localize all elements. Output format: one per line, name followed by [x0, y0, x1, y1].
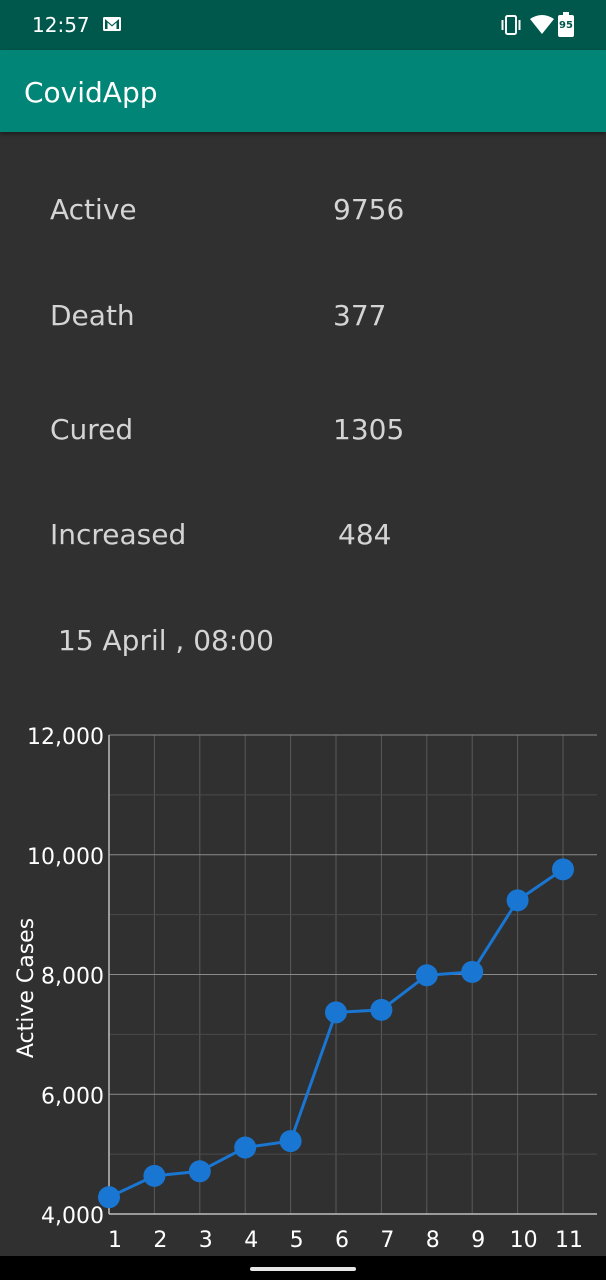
- y-tick-label: 6,000: [41, 1084, 104, 1109]
- wifi-icon: [530, 14, 554, 41]
- data-point: [370, 998, 393, 1021]
- x-tick-label: 5: [290, 1228, 304, 1253]
- data-point: [325, 1001, 347, 1024]
- data-point: [279, 1130, 302, 1153]
- navigation-bar: [0, 1256, 606, 1280]
- stat-label-increased: Increased: [50, 518, 187, 551]
- chart-labels: 4,000 6,000 8,000 10,000 12,000 1 2 3 4 5 6 7 8 9 10 11…: [14, 725, 583, 1253]
- chart-series: [98, 858, 574, 1209]
- last-updated: 15 April , 08:00: [58, 624, 274, 657]
- stat-value-active: 9756: [333, 193, 405, 226]
- status-time: 12:57: [32, 13, 90, 37]
- x-tick-label: 2: [153, 1228, 167, 1253]
- data-point: [98, 1186, 120, 1209]
- x-tick-label: 7: [380, 1228, 394, 1253]
- y-axis-title: Active Cases: [14, 918, 39, 1058]
- data-point: [188, 1160, 211, 1183]
- x-tick-label: 9: [471, 1228, 485, 1253]
- app-bar: CovidApp: [0, 50, 606, 132]
- y-tick-label: 12,000: [27, 725, 104, 750]
- y-tick-label: 8,000: [41, 965, 104, 990]
- stat-label-active: Active: [50, 193, 137, 226]
- data-point: [506, 889, 529, 912]
- x-tick-label: 6: [335, 1228, 349, 1253]
- x-tick-label: 4: [244, 1228, 258, 1253]
- battery-icon: 95: [558, 12, 574, 38]
- stat-label-cured: Cured: [50, 413, 134, 446]
- stat-label-death: Death: [50, 299, 135, 332]
- stat-value-cured: 1305: [333, 413, 405, 446]
- x-tick-label: 11: [555, 1228, 583, 1253]
- chart-axes: [108, 735, 597, 1215]
- stat-value-death: 377: [333, 299, 387, 332]
- x-tick-label: 3: [199, 1228, 213, 1253]
- app-title: CovidApp: [24, 76, 158, 109]
- stat-value-increased: 484: [338, 518, 392, 551]
- x-tick-label: 1: [108, 1228, 122, 1253]
- data-point: [415, 964, 438, 987]
- home-gesture-handle[interactable]: [250, 1267, 356, 1271]
- vibrate-icon: [500, 14, 522, 41]
- x-tick-label: 8: [426, 1228, 440, 1253]
- y-tick-label: 10,000: [27, 845, 104, 870]
- status-bar: 12:57 95: [0, 0, 606, 50]
- data-point: [143, 1164, 166, 1187]
- x-tick-label: 10: [510, 1228, 538, 1253]
- data-point: [461, 960, 484, 983]
- chart-grid: [108, 734, 597, 1215]
- active-cases-chart: 4,000 6,000 8,000 10,000 12,000 1 2 3 4 5 6 7 8 9 10 11…: [14, 725, 597, 1253]
- data-point: [552, 858, 574, 881]
- gmail-icon: [103, 17, 121, 36]
- y-tick-label: 4,000: [41, 1204, 104, 1229]
- battery-level: 95: [559, 20, 573, 31]
- data-point: [234, 1136, 257, 1159]
